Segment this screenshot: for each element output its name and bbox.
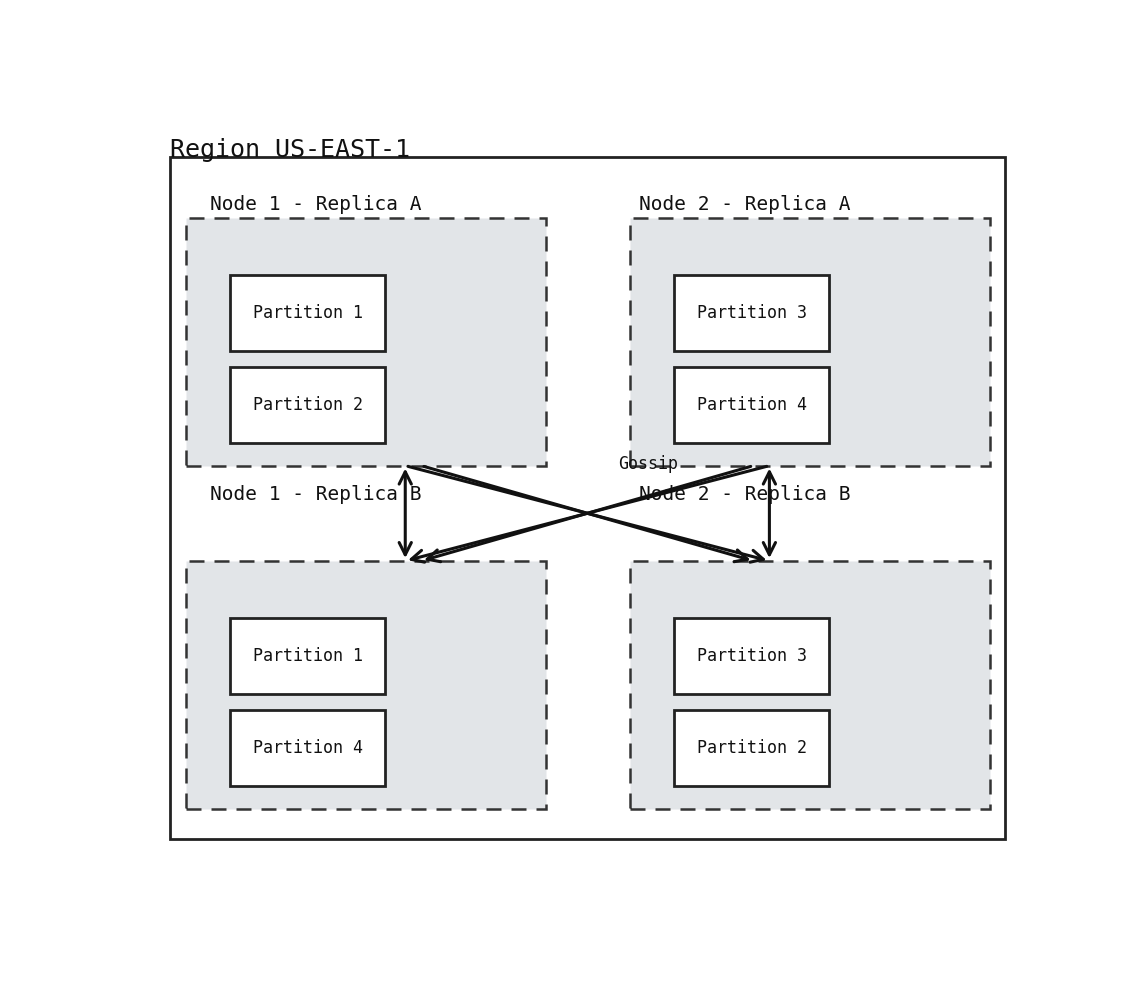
Bar xyxy=(230,710,385,786)
Text: Partition 4: Partition 4 xyxy=(252,739,362,756)
Text: Gossip: Gossip xyxy=(619,455,678,473)
Text: Region US-EAST-1: Region US-EAST-1 xyxy=(170,138,410,161)
Text: Partition 2: Partition 2 xyxy=(252,396,362,414)
Text: Node 2 - Replica B: Node 2 - Replica B xyxy=(638,485,850,504)
Text: Partition 1: Partition 1 xyxy=(252,647,362,665)
Text: Node 1 - Replica A: Node 1 - Replica A xyxy=(210,195,422,214)
Text: Node 1 - Replica B: Node 1 - Replica B xyxy=(210,485,422,504)
Bar xyxy=(186,561,545,809)
Text: Partition 1: Partition 1 xyxy=(252,304,362,322)
Text: Partition 4: Partition 4 xyxy=(697,396,807,414)
Text: Partition 3: Partition 3 xyxy=(697,304,807,322)
Bar xyxy=(186,218,545,465)
Bar xyxy=(674,366,830,443)
Bar xyxy=(630,218,990,465)
Bar xyxy=(674,275,830,351)
Text: Partition 2: Partition 2 xyxy=(697,739,807,756)
Bar xyxy=(230,366,385,443)
Bar xyxy=(170,156,1005,840)
Bar xyxy=(630,561,990,809)
Bar xyxy=(230,618,385,694)
Bar xyxy=(674,710,830,786)
Text: Node 2 - Replica A: Node 2 - Replica A xyxy=(638,195,850,214)
Bar xyxy=(674,618,830,694)
Text: Partition 3: Partition 3 xyxy=(697,647,807,665)
Bar xyxy=(230,275,385,351)
